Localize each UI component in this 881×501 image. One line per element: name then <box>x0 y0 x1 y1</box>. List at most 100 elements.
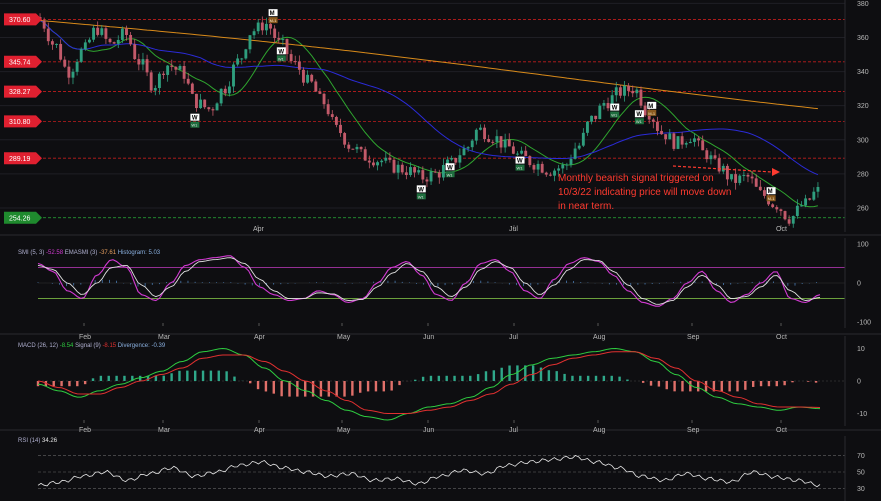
candle-body <box>577 145 581 149</box>
candle-body <box>775 207 779 210</box>
macd-divergence-bar <box>429 375 433 381</box>
w-signal-caption: W1 <box>636 119 643 124</box>
candle-body <box>125 28 128 35</box>
candle-body <box>812 191 816 200</box>
macd-divergence-bar <box>366 381 370 392</box>
candle-body <box>46 28 50 42</box>
smi-x-tick-label: Sep <box>687 334 700 341</box>
candle-body <box>693 138 696 142</box>
macd-divergence-bar <box>76 381 79 387</box>
macd-y-tick-label: -10 <box>857 411 867 418</box>
macd-divergence-bar <box>233 376 236 381</box>
macd-divergence-bar <box>217 370 220 381</box>
w-signal-caption: W1 <box>191 123 198 128</box>
annotation-arrow-head <box>772 168 780 176</box>
candle-body <box>717 158 721 172</box>
candle-body <box>676 136 680 149</box>
candle-body <box>59 43 63 60</box>
macd-divergence-bar <box>52 381 55 387</box>
ma-fast-line <box>39 20 818 208</box>
macd-divergence-bar <box>720 381 723 392</box>
candle-body <box>540 163 544 173</box>
candle-body <box>326 104 330 115</box>
candle-body <box>581 132 585 146</box>
w-signal-caption-box <box>445 171 455 178</box>
candle-body <box>709 155 713 160</box>
candle-body <box>446 159 449 165</box>
candle-body <box>264 23 268 31</box>
macd-divergence-bar <box>99 375 103 381</box>
macd-divergence-bar <box>288 381 291 397</box>
macd-divergence-bar <box>421 376 425 381</box>
annotation-line-3: in near term. <box>558 201 614 212</box>
candle-body <box>363 149 367 161</box>
candle-body <box>244 49 248 59</box>
smi-x-tick-label: Aug <box>593 334 606 341</box>
macd-divergence-bar <box>131 375 134 381</box>
ma-slow-line <box>40 20 818 110</box>
smi-x-tick-label: Apr <box>254 334 266 341</box>
macd-divergence-bar <box>649 381 653 386</box>
smi-x-tick-label: Mar <box>158 334 171 341</box>
candle-body <box>75 61 79 72</box>
macd-divergence-bar <box>602 375 606 381</box>
candle-body <box>297 61 301 70</box>
macd-x-tick-label: May <box>337 427 351 434</box>
candle-body <box>586 121 589 133</box>
candle-body <box>318 91 322 94</box>
w-signal-box <box>445 163 455 171</box>
candle-body <box>100 28 104 35</box>
candle-body <box>808 198 812 200</box>
macd-divergence-bar <box>186 370 189 381</box>
macd-divergence-bar <box>264 381 268 392</box>
candle-body <box>322 93 326 105</box>
candle-body <box>71 71 75 78</box>
candle-body <box>199 99 203 109</box>
candle-body <box>590 115 594 122</box>
candle-body <box>565 164 569 166</box>
macd-divergence-bar <box>736 381 739 392</box>
candle-body <box>507 139 511 147</box>
candle-body <box>573 148 577 159</box>
macd-divergence-bar <box>751 381 755 387</box>
candle-body <box>96 27 100 35</box>
annotation-arrow <box>672 165 773 173</box>
w-signal-box <box>515 156 525 164</box>
w-signal-caption: W1 <box>278 56 285 61</box>
candle-body <box>816 186 820 192</box>
candle-body <box>470 140 474 148</box>
macd-divergence-bar <box>390 381 393 391</box>
candle-body <box>190 83 194 94</box>
candle-body <box>157 73 161 89</box>
macd-divergence-bar <box>146 375 150 381</box>
candle-body <box>479 127 482 130</box>
price-y-tick-label: 320 <box>857 103 869 110</box>
macd-divergence-bar <box>579 375 582 381</box>
macd-divergence-bar <box>516 365 519 381</box>
level-tag-label: 345.74 <box>9 59 31 66</box>
macd-divergence-bar <box>201 370 205 381</box>
candle-body <box>664 134 668 140</box>
candle-body <box>421 170 425 180</box>
macd-x-tick-label: Aug <box>593 427 606 434</box>
macd-divergence-bar <box>398 381 401 386</box>
macd-divergence-bar <box>657 381 661 387</box>
macd-divergence-bar <box>178 370 181 381</box>
macd-x-tick-label: Feb <box>79 427 91 434</box>
candle-body <box>524 150 528 157</box>
candle-body <box>668 133 672 140</box>
w-signal-label: W <box>612 106 618 112</box>
macd-divergence-bar <box>304 381 307 397</box>
moving-averages <box>39 20 819 208</box>
candle-body <box>215 103 219 111</box>
candle-body <box>129 34 133 45</box>
candle-body <box>141 59 145 65</box>
macd-divergence-bar <box>335 381 338 397</box>
macd-divergence-bar <box>641 381 645 383</box>
candle-body <box>413 167 417 173</box>
candle-body <box>754 178 758 187</box>
macd-divergence-bar <box>225 371 228 381</box>
smi-x-tick-label: Oct <box>776 334 787 341</box>
macd-x-tick-label: Jun <box>423 427 434 434</box>
